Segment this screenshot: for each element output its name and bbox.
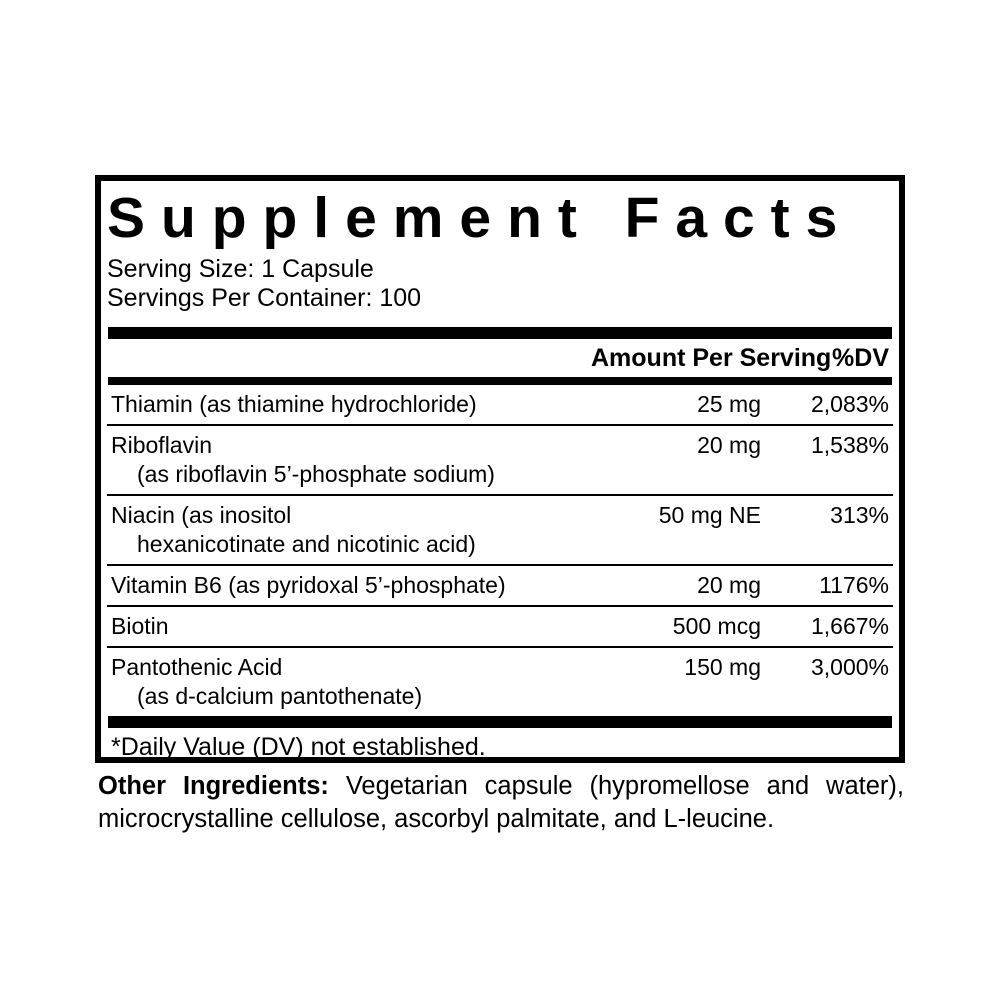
divider-thick-bottom: [108, 716, 892, 728]
table-row-biotin: Biotin 500 mcg 1,667%: [107, 605, 893, 646]
table-header-row: Amount Per Serving %DV: [107, 339, 893, 377]
daily-value-footnote: *Daily Value (DV) not established.: [111, 733, 486, 761]
nutrient-name: Thiamin (as thiamine hydrochloride): [111, 391, 477, 417]
nutrient-amount: 150 mg: [684, 654, 761, 680]
nutrient-dv: 2,083%: [810, 391, 889, 417]
nutrient-name: Riboflavin (as riboflavin 5’-phosphate s…: [111, 432, 495, 487]
table-row-thiamin: Thiamin (as thiamine hydrochloride) 25 m…: [107, 385, 893, 424]
other-ingredients-text: Vegetarian capsule (hypromellose and wat…: [98, 772, 904, 833]
other-ingredients-paragraph: Other Ingredients: Vegetarian capsule (h…: [98, 770, 904, 836]
nutrient-dv: 1176%: [819, 572, 889, 598]
servings-per-container-line: Servings Per Container: 100: [107, 284, 893, 313]
divider-thick-top: [108, 327, 892, 339]
serving-size-line: Serving Size: 1 Capsule: [107, 255, 893, 284]
other-ingredients-label: Other Ingredients:: [98, 772, 329, 800]
panel-title: Supplement Facts: [107, 186, 854, 250]
nutrient-amount: 50 mg NE: [658, 502, 761, 528]
header-amount-per-serving: Amount Per Serving: [591, 344, 832, 372]
serving-size-label: Serving Size:: [107, 255, 255, 283]
nutrient-dv: 313%: [830, 502, 889, 528]
header-percent-dv: %DV: [832, 344, 889, 372]
nutrient-name: Vitamin B6 (as pyridoxal 5’-phosphate): [111, 572, 506, 598]
nutrient-amount: 25 mg: [697, 391, 761, 417]
servings-per-container-label: Servings Per Container:: [107, 284, 373, 312]
supplement-facts-panel: Supplement Facts Serving Size: 1 Capsule…: [95, 175, 905, 763]
servings-per-container-value: 100: [379, 284, 422, 312]
nutrient-dv: 1,667%: [810, 613, 889, 639]
nutrient-dv: 3,000%: [810, 654, 889, 680]
divider-medium-header: [108, 377, 892, 385]
nutrient-amount: 500 mcg: [672, 613, 761, 639]
table-row-pantothenic-acid: Pantothenic Acid (as d-calcium pantothen…: [107, 646, 893, 716]
nutrient-dv: 1,538%: [810, 432, 889, 458]
nutrient-amount: 20 mg: [697, 432, 761, 458]
nutrient-name: Niacin (as inositol hexanicotinate and n…: [111, 502, 476, 557]
nutrient-name: Biotin: [111, 613, 169, 639]
table-row-niacin: Niacin (as inositol hexanicotinate and n…: [107, 494, 893, 564]
nutrient-amount: 20 mg: [697, 572, 761, 598]
serving-size-value: 1 Capsule: [261, 255, 374, 283]
table-row-riboflavin: Riboflavin (as riboflavin 5’-phosphate s…: [107, 424, 893, 494]
table-row-vitamin-b6: Vitamin B6 (as pyridoxal 5’-phosphate) 2…: [107, 564, 893, 605]
nutrient-name: Pantothenic Acid (as d-calcium pantothen…: [111, 654, 423, 709]
